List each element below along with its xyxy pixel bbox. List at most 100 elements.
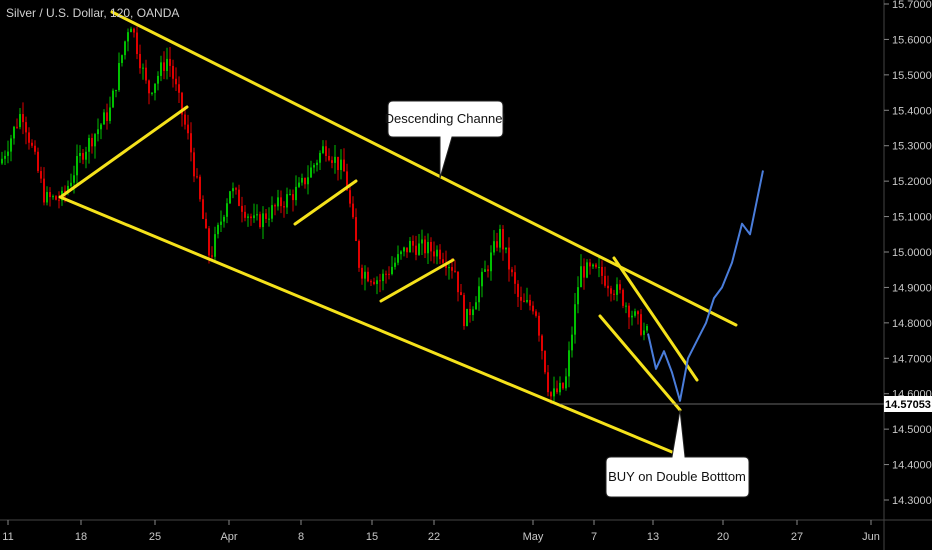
candle-body xyxy=(136,32,138,55)
time-tick-label: 27 xyxy=(791,531,803,543)
time-tick-label: 18 xyxy=(75,531,87,543)
candle-body xyxy=(205,218,207,229)
candle-body xyxy=(229,191,231,204)
candle-body xyxy=(73,175,75,183)
candle-body xyxy=(1,158,3,164)
candle-body xyxy=(631,315,633,318)
price-tick-label: 15.00000 xyxy=(892,247,932,259)
time-tick-label: 15 xyxy=(366,531,378,543)
candle-body xyxy=(259,214,261,228)
price-tick-label: 14.40000 xyxy=(892,460,932,472)
candle-body xyxy=(331,160,333,163)
candle-body xyxy=(346,171,348,191)
candle-body xyxy=(142,67,144,69)
candle-body xyxy=(130,28,132,33)
candle-body xyxy=(223,216,225,222)
wedge-lower-line[interactable] xyxy=(598,314,682,412)
time-tick-label: 13 xyxy=(647,531,659,543)
channel-top-line[interactable] xyxy=(110,10,738,327)
candle-body xyxy=(25,122,27,133)
price-tick-label: 15.70000 xyxy=(892,0,932,11)
candle-body xyxy=(148,80,150,94)
candle-body xyxy=(382,273,384,282)
candle-body xyxy=(100,124,102,130)
candle-body xyxy=(565,376,567,389)
candle-body xyxy=(556,388,558,393)
candle-body xyxy=(496,241,498,248)
rising-line-1[interactable] xyxy=(60,105,189,198)
callout-descending-channel: Descending Channel xyxy=(385,100,505,179)
rising-line-3[interactable] xyxy=(379,258,455,303)
candle-body xyxy=(340,159,342,171)
candle-body xyxy=(85,151,87,160)
candle-body xyxy=(262,213,264,228)
price-axis[interactable]: 15.70000 15.60000 15.50000 15.40000 15.30000… xyxy=(884,0,932,507)
price-tick-label: 14.70000 xyxy=(892,353,932,365)
candle-body xyxy=(454,270,456,272)
candle-body xyxy=(598,266,600,268)
candle-body xyxy=(316,162,318,166)
candle-body xyxy=(478,286,480,303)
candle-body xyxy=(307,177,309,185)
candle-body xyxy=(16,126,18,128)
projection-layer xyxy=(647,170,764,402)
candle-body xyxy=(583,266,585,278)
candle-body xyxy=(406,247,408,253)
price-tick-label: 15.50000 xyxy=(892,70,932,82)
candle-body xyxy=(376,280,378,285)
candle-body xyxy=(283,206,285,208)
candle-body xyxy=(289,194,291,196)
candle-body xyxy=(94,134,96,147)
rising-line-2[interactable] xyxy=(293,179,358,226)
candle-body xyxy=(439,249,441,260)
candle-body xyxy=(175,78,177,85)
candle-body xyxy=(604,275,606,286)
candle-body xyxy=(409,240,411,253)
current-price-label-bg xyxy=(884,396,932,412)
candle-body xyxy=(97,129,99,135)
current-price-label: 14.57053 xyxy=(885,399,931,411)
candle-body xyxy=(181,92,183,115)
candle-body xyxy=(475,302,477,310)
candle-body xyxy=(91,137,93,147)
candle-body xyxy=(337,156,339,171)
candle-body xyxy=(211,255,213,257)
candle-body xyxy=(106,112,108,121)
candle-body xyxy=(601,266,603,276)
candle-body xyxy=(226,203,228,217)
candle-body xyxy=(124,41,126,56)
candle-body xyxy=(403,247,405,252)
candle-body xyxy=(640,314,642,335)
candle-body xyxy=(112,90,114,108)
candle-body xyxy=(460,292,462,296)
time-axis[interactable]: 11 18 25 Apr 8 15 22 May 7 13 20 27 Jun xyxy=(2,520,880,543)
callout-buy-double-bottom: BUY on Double Botttom xyxy=(605,409,750,498)
time-tick-label: 11 xyxy=(2,531,13,543)
candle-body xyxy=(190,133,192,153)
wedge-upper-line[interactable] xyxy=(612,256,699,382)
candle-body xyxy=(217,224,219,235)
candle-body xyxy=(547,372,549,393)
candle-body xyxy=(535,311,537,316)
channel-bottom-line[interactable] xyxy=(58,195,674,454)
candle-body xyxy=(295,186,297,201)
candle-body xyxy=(412,240,414,246)
candle-body xyxy=(313,165,315,168)
symbol-title: Silver / U.S. Dollar, 120, OANDA xyxy=(6,6,180,20)
candle-body xyxy=(13,126,15,139)
price-tick-label: 14.50000 xyxy=(892,424,932,436)
candle-body xyxy=(79,153,81,157)
candle-body xyxy=(172,65,174,79)
candle-body xyxy=(304,177,306,185)
candle-body xyxy=(619,284,621,290)
candle-body xyxy=(154,83,156,93)
candle-body xyxy=(277,197,279,207)
candle-body xyxy=(214,234,216,257)
candle-body xyxy=(34,145,36,152)
candle-body xyxy=(301,177,303,183)
candle-body xyxy=(574,304,576,335)
candle-body xyxy=(553,388,555,397)
candle-body xyxy=(103,112,105,125)
candle-body xyxy=(319,152,321,163)
